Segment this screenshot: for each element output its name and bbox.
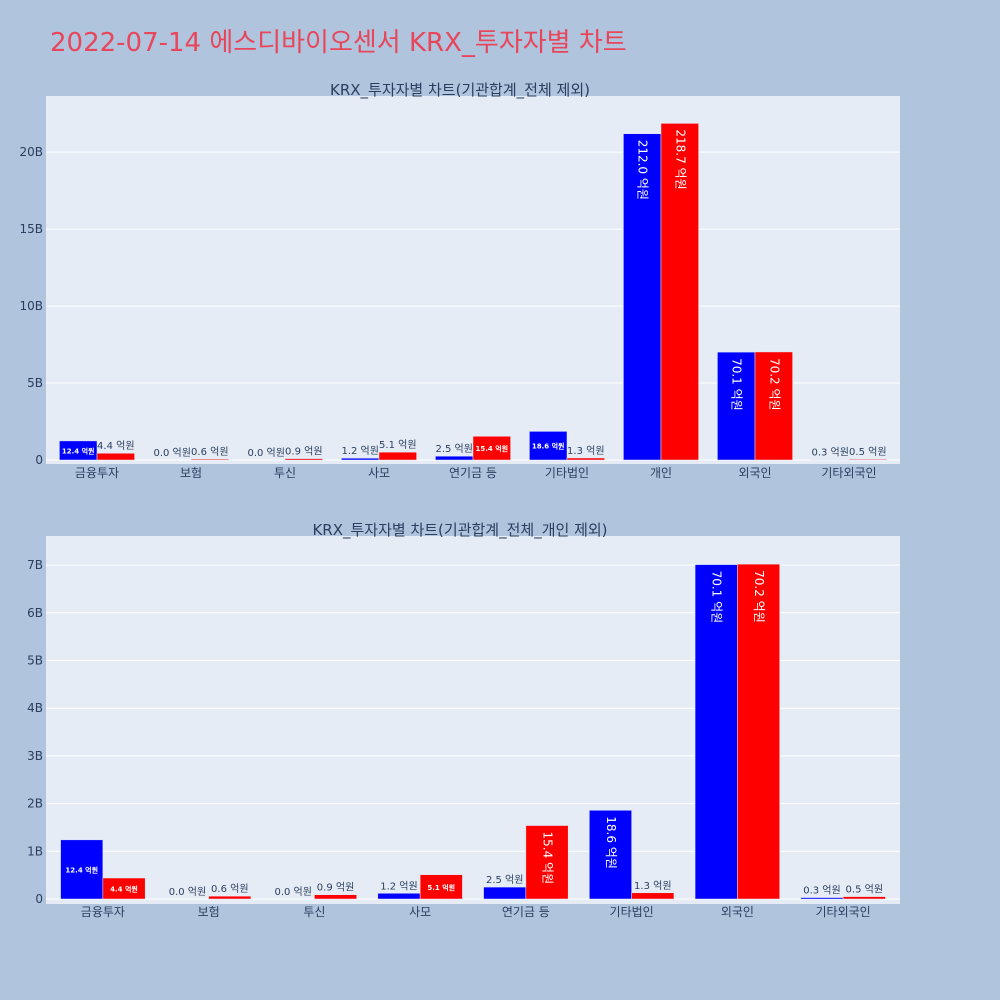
data-label: 70.2 억원 bbox=[752, 570, 766, 623]
data-label: 70.1 억원 bbox=[710, 571, 724, 624]
bar-buy bbox=[377, 893, 421, 900]
data-label: 4.4 억원 bbox=[110, 885, 138, 894]
bar-buy bbox=[589, 810, 632, 900]
x-tick-label: 개인 bbox=[650, 466, 672, 480]
x-tick-label: 보험 bbox=[180, 466, 202, 480]
bar-buy bbox=[694, 564, 738, 900]
data-label: 0.6 억원 bbox=[191, 446, 228, 458]
bar-sell bbox=[631, 892, 675, 900]
x-tick-label: 기타외국인 bbox=[821, 466, 876, 480]
chart-1: 0 5B 10B 15B 20B KRX_투자자별 차트(기관합계_전체 제외) 금융투자 1… bbox=[19, 81, 900, 480]
data-label: 0.0 억원 bbox=[169, 886, 206, 898]
data-label: 70.1 억원 bbox=[730, 358, 744, 411]
y-tick-label: 10B bbox=[19, 299, 43, 313]
x-tick-label: 연기금 등 bbox=[502, 905, 550, 919]
data-label: 5.1 억원 bbox=[427, 883, 455, 892]
bar-sell bbox=[472, 436, 511, 461]
y-tick-label: 2B bbox=[27, 797, 43, 811]
data-label: 15.4 억원 bbox=[476, 444, 509, 453]
bar-sell bbox=[660, 123, 699, 461]
y-tick-label: 0 bbox=[35, 453, 43, 467]
bar-buy bbox=[435, 455, 474, 461]
y-tick-label: 5B bbox=[27, 376, 43, 390]
y-tick-label: 5B bbox=[27, 653, 43, 667]
x-tick-label: 투신 bbox=[303, 905, 325, 919]
bar-sell bbox=[190, 458, 229, 461]
data-label: 0.0 억원 bbox=[153, 447, 190, 459]
bar-buy bbox=[60, 839, 104, 900]
data-label: 0.0 억원 bbox=[274, 886, 311, 898]
data-label: 2.5 억원 bbox=[435, 443, 472, 455]
data-label: 0.3 억원 bbox=[811, 447, 848, 459]
data-label: 15.4 억원 bbox=[541, 832, 555, 885]
data-label: 0.3 억원 bbox=[803, 885, 840, 897]
bar-buy bbox=[59, 440, 98, 461]
x-tick-label: 투신 bbox=[274, 466, 296, 480]
bar-buy bbox=[800, 897, 844, 900]
bar-sell bbox=[102, 877, 146, 900]
data-label: 5.1 억원 bbox=[379, 439, 416, 451]
data-label: 0.9 억원 bbox=[317, 882, 354, 894]
x-tick-label: 사모 bbox=[368, 466, 390, 480]
bar-sell bbox=[848, 458, 887, 461]
bar-buy bbox=[483, 886, 527, 900]
y-tick-label: 7B bbox=[27, 558, 43, 572]
data-label: 12.4 억원 bbox=[62, 446, 95, 455]
y-tick-label: 6B bbox=[27, 606, 43, 620]
data-label: 4.4 억원 bbox=[97, 440, 134, 452]
bar-sell bbox=[284, 458, 323, 461]
bar-buy bbox=[529, 431, 568, 461]
data-label: 70.2 억원 bbox=[767, 358, 781, 411]
y-tick-label: 15B bbox=[19, 222, 43, 236]
x-tick-label: 금융투자 bbox=[75, 466, 119, 480]
x-tick-label: 연기금 등 bbox=[449, 466, 497, 480]
x-tick-label: 기타법인 bbox=[610, 905, 654, 919]
bar-sell bbox=[419, 874, 463, 900]
y-tick-label: 1B bbox=[27, 844, 43, 858]
bar-sell bbox=[378, 451, 417, 461]
x-tick-label: 보험 bbox=[198, 905, 220, 919]
bar-sell bbox=[566, 457, 605, 461]
bar-sell bbox=[842, 896, 886, 900]
data-label: 0.6 억원 bbox=[211, 883, 248, 895]
data-label: 0.5 억원 bbox=[849, 446, 886, 458]
data-label: 18.6 억원 bbox=[532, 442, 565, 451]
data-label: 0.9 억원 bbox=[285, 446, 322, 458]
data-label: 1.2 억원 bbox=[341, 445, 378, 457]
y-tick-label: 4B bbox=[27, 701, 43, 715]
data-label: 12.4 억원 bbox=[65, 865, 98, 874]
x-tick-label: 기타법인 bbox=[545, 466, 589, 480]
page-title: 2022-07-14 에스디바이오센서 KRX_투자자별 차트 bbox=[50, 28, 627, 58]
data-label: 1.2 억원 bbox=[380, 880, 417, 892]
x-tick-label: 기타외국인 bbox=[816, 905, 871, 919]
bar-sell bbox=[314, 894, 357, 900]
data-label: 218.7 억원 bbox=[673, 129, 687, 189]
data-label: 2.5 억원 bbox=[486, 874, 523, 886]
chart-title: KRX_투자자별 차트(기관합계_전체_개인 제외) bbox=[312, 521, 607, 540]
data-label: 18.6 억원 bbox=[604, 816, 618, 869]
data-label: 0.0 억원 bbox=[247, 447, 284, 459]
data-label: 212.0 억원 bbox=[636, 140, 650, 200]
chart-2: 0 1B 2B 3B 4B 5B 6B 7B KRX_투자자별 차트(기관합계_전체_개인 제외… bbox=[27, 521, 900, 919]
bar-sell bbox=[208, 895, 252, 900]
y-tick-label: 0 bbox=[35, 892, 43, 906]
x-tick-label: 외국인 bbox=[721, 905, 754, 919]
y-tick-label: 3B bbox=[27, 749, 43, 763]
bar-buy bbox=[341, 457, 380, 461]
bar-sell bbox=[525, 825, 569, 900]
chart-title: KRX_투자자별 차트(기관합계_전체 제외) bbox=[330, 81, 590, 100]
bar-buy bbox=[623, 133, 662, 461]
bar-buy bbox=[717, 351, 756, 461]
x-tick-label: 금융투자 bbox=[81, 905, 125, 919]
bar-sell bbox=[96, 452, 135, 461]
bar-sell bbox=[737, 563, 780, 900]
bar-sell bbox=[754, 351, 793, 461]
y-tick-label: 20B bbox=[19, 145, 43, 159]
data-label: 1.3 억원 bbox=[567, 445, 604, 457]
data-label: 1.3 억원 bbox=[634, 880, 671, 892]
x-tick-label: 사모 bbox=[409, 905, 431, 919]
data-label: 0.5 억원 bbox=[846, 884, 883, 896]
x-tick-label: 외국인 bbox=[738, 466, 771, 480]
